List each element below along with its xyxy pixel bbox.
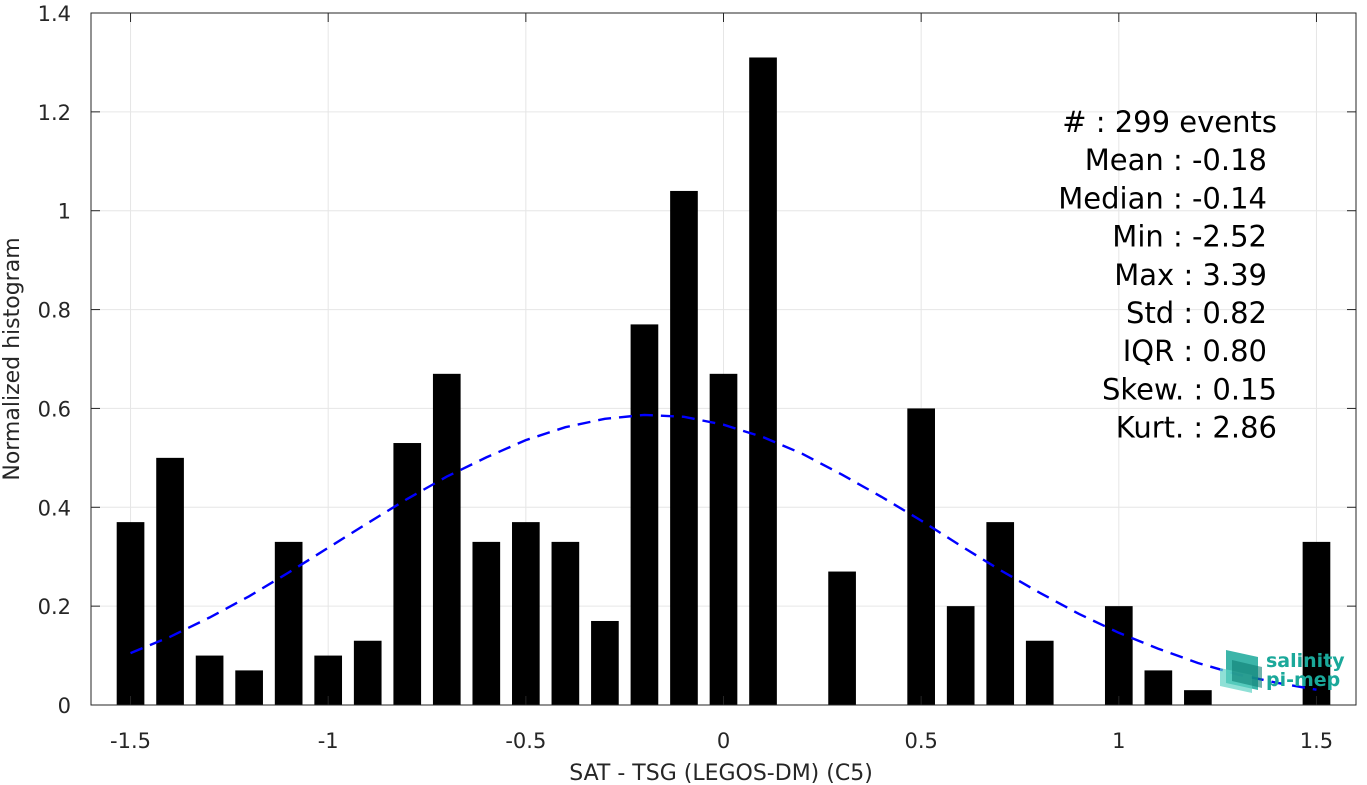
stat-line-1: Mean : -0.18 — [1085, 143, 1267, 177]
bar-29 — [1302, 541, 1331, 705]
bar-2 — [195, 655, 224, 705]
statistics-box: # : 299 events Mean : -0.18 Median : -0.14… — [1058, 105, 1277, 445]
bar-12 — [591, 620, 619, 705]
bar-23 — [1025, 640, 1054, 705]
bar-25 — [1104, 606, 1133, 705]
bar-series — [116, 57, 1331, 705]
x-tick-label-4: 0.5 — [904, 729, 937, 753]
logo-text-salinity: salinity — [1266, 650, 1345, 672]
stat-line-0: # : 299 events — [1062, 105, 1277, 139]
bar-8 — [432, 373, 461, 705]
bar-1 — [156, 457, 184, 705]
bar-13 — [630, 324, 659, 705]
bar-9 — [472, 541, 501, 705]
bar-3 — [235, 670, 263, 705]
bar-10 — [512, 522, 540, 705]
logo-icon — [1220, 650, 1262, 693]
plot-axes — [90, 12, 1357, 706]
y-tick-label-0: 0 — [58, 694, 71, 718]
y-tick-label-1: 0.2 — [38, 595, 71, 619]
y-tick-label-3: 0.6 — [38, 397, 71, 421]
x-tick-labels: -1.5 -1 -0.5 0 0.5 1 1.5 — [110, 729, 1333, 753]
x-tick-label-1: -1 — [318, 729, 339, 753]
y-tick-label-5: 1 — [58, 200, 71, 224]
stat-line-7: Skew. : 0.15 — [1102, 372, 1277, 406]
x-tick-label-0: -1.5 — [110, 729, 151, 753]
bar-20 — [907, 408, 935, 705]
stat-line-8: Kurt. : 2.86 — [1116, 411, 1277, 445]
y-tick-label-2: 0.4 — [38, 496, 71, 520]
stat-line-3: Min : -2.52 — [1112, 220, 1267, 254]
bar-27 — [1184, 690, 1212, 705]
x-axis-label: SAT - TSG (LEGOS-DM) (C5) — [569, 761, 873, 785]
stat-line-5: Std : 0.82 — [1126, 296, 1267, 330]
stat-line-2: Median : -0.14 — [1058, 181, 1267, 215]
bar-11 — [551, 541, 580, 705]
bar-26 — [1144, 670, 1173, 705]
x-tick-label-3: 0 — [717, 729, 730, 753]
bar-14 — [670, 190, 698, 705]
normal-fit-curve — [130, 413, 1317, 691]
bar-7 — [393, 443, 422, 705]
bar-16 — [749, 57, 777, 705]
y-tick-label-7: 1.4 — [38, 2, 71, 26]
x-tick-label-2: -0.5 — [505, 729, 546, 753]
logo-text-pimep: pi-mep — [1266, 669, 1340, 691]
bar-21 — [946, 606, 975, 705]
y-axis-label: Normalized histogram — [0, 237, 25, 480]
x-tick-label-5: 1 — [1112, 729, 1125, 753]
bar-15 — [709, 373, 738, 705]
grid-lines — [91, 12, 1356, 706]
bar-6 — [353, 640, 382, 705]
bar-0 — [116, 522, 145, 705]
y-tick-label-6: 1.2 — [38, 101, 71, 125]
stat-line-6: IQR : 0.80 — [1123, 334, 1267, 368]
y-tick-labels: 0 0.2 0.4 0.6 0.8 1 1.2 1.4 — [38, 2, 71, 718]
stat-line-4: Max : 3.39 — [1114, 258, 1267, 292]
bar-4 — [274, 541, 303, 705]
x-tick-label-6: 1.5 — [1300, 729, 1333, 753]
salinity-pimep-logo: salinity pi-mep — [1220, 650, 1345, 693]
y-tick-label-4: 0.8 — [38, 299, 71, 323]
bar-22 — [986, 522, 1015, 705]
bar-18 — [828, 571, 856, 705]
